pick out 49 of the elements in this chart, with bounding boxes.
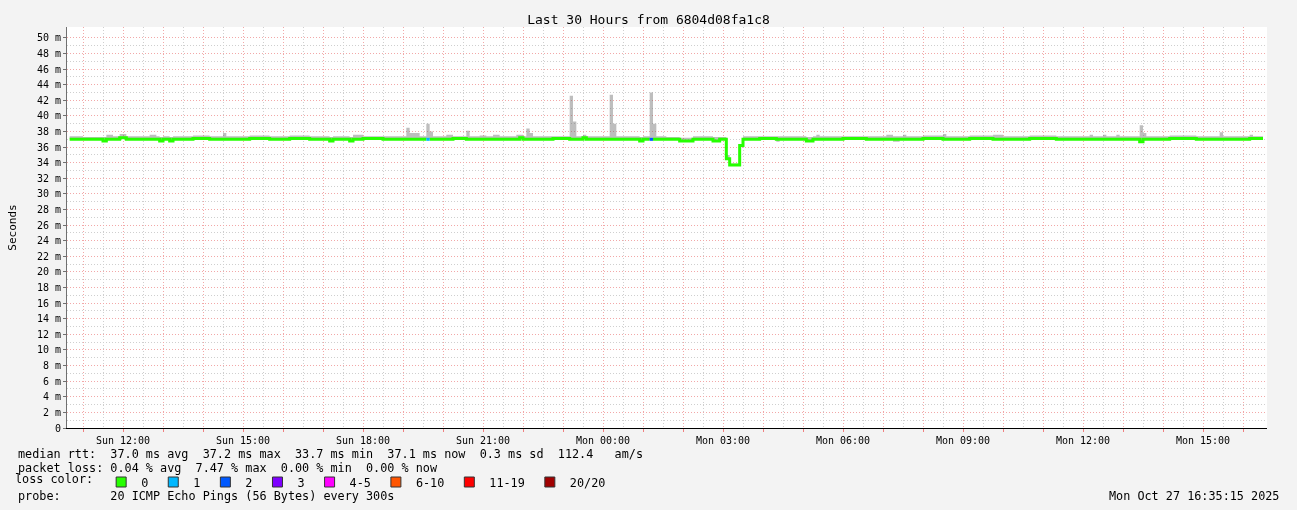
y-tick-label: 24 m [36,235,61,247]
legend-label: 3 [297,475,305,490]
y-tick-label: 10 m [36,344,61,356]
y-tick-label: 4 m [42,391,61,403]
x-tick-label: Mon 03:00 [695,435,751,446]
y-tick-label: 18 m [36,282,61,294]
text: Mon Oct 27 16:35:15 2025 [1109,489,1280,503]
y-tick-label: 38 m [36,126,61,138]
legend-label: 4-5 [349,475,371,490]
x-tick-label: Mon 15:00 [1175,435,1231,446]
x-tick-label: Mon 12:00 [1055,435,1111,446]
y-tick-label: 20 m [36,266,61,278]
y-tick-label: 50 m [36,32,61,44]
y-tick-label: 6 m [42,375,61,387]
y-tick-label: 36 m [36,141,61,153]
y-tick-label: 14 m [36,313,61,325]
y-tick-label: 32 m [36,172,61,184]
y-tick-label: 48 m [36,48,61,60]
y-tick-label: 42 m [36,94,61,106]
chart-title: Last 30 Hours from 6804d08fa1c8 [527,11,770,27]
y-tick-label: 22 m [36,250,61,262]
legend-label: 11-19 [489,475,525,490]
y-tick-label: 40 m [36,110,61,122]
text: median rtt: 37.0 ms avg 37.2 ms max 33.7 ms min 37.1 ms now 0.3 ms sd 112.4 am/s [18,447,644,461]
x-tick-label: Sun 21:00 [455,435,511,446]
y-tick-label: 44 m [36,79,61,91]
y-tick-label: 16 m [36,297,61,309]
x-tick-label: Mon 09:00 [935,435,991,446]
legend-label: 2 [245,475,253,490]
legend-label: 1 [193,475,201,490]
text: probe: 20 ICMP Echo Pings (56 Bytes) every 300s [18,489,395,503]
y-tick-label: 2 m [42,406,61,418]
y-tick-label: 0 [54,422,61,434]
y-tick-label: 8 m [42,360,61,372]
y-tick-label: 12 m [36,328,61,340]
y-tick-label: 30 m [36,188,61,200]
x-tick-label: Mon 00:00 [575,435,631,446]
x-tick-label: Sun 18:00 [335,435,391,446]
legend-label: 0 [141,475,149,490]
legend-label: 6-10 [415,475,445,490]
legend-label: 20/20 [569,475,606,490]
x-tick-label: Mon 06:00 [815,435,871,446]
y-tick-label: 26 m [36,219,61,231]
y-axis-title: Seconds [5,204,19,251]
y-tick-label: 28 m [36,204,61,216]
x-tick-label: Sun 12:00 [95,435,151,446]
y-tick-label: 46 m [36,63,61,75]
x-tick-label: Sun 15:00 [215,435,271,446]
y-tick-label: 34 m [36,157,61,169]
